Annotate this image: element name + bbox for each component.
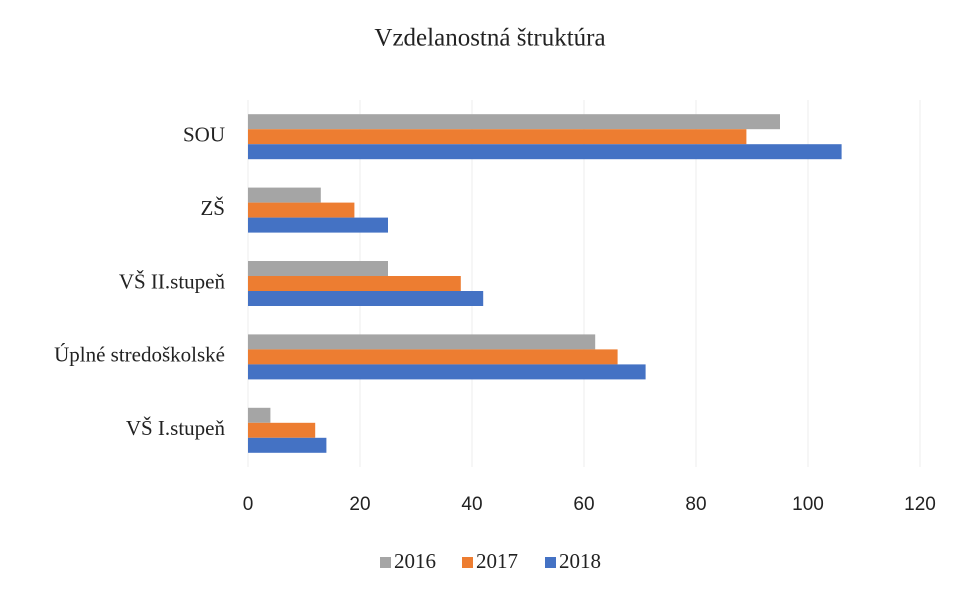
y-tick-label: SOU [183, 123, 225, 147]
x-tick-label: 120 [904, 494, 936, 515]
legend-label: 2017 [476, 549, 518, 573]
legend-swatch [380, 557, 391, 568]
x-tick-label: 80 [685, 494, 706, 515]
bar [248, 422, 316, 438]
x-tick-label: 0 [243, 494, 254, 515]
bar [248, 349, 618, 365]
chart-title: Vzdelanostná štruktúra [374, 25, 605, 52]
y-tick-label: ZŠ [200, 196, 225, 220]
bar [248, 129, 747, 145]
bar [248, 202, 355, 218]
legend-swatch [462, 557, 473, 568]
x-tick-label: 60 [573, 494, 594, 515]
bar [248, 217, 388, 233]
bar [248, 291, 484, 306]
bar [248, 114, 780, 130]
legend-swatch [545, 557, 556, 568]
bar [248, 261, 388, 276]
x-tick-label: 20 [349, 494, 370, 515]
bar [248, 437, 327, 453]
bar [248, 187, 321, 203]
bar [248, 364, 646, 380]
legend-label: 2018 [559, 549, 601, 573]
bar [248, 144, 842, 160]
x-tick-label: 40 [461, 494, 482, 515]
y-tick-label: VŠ II.stupeň [119, 269, 226, 293]
bar [248, 276, 461, 291]
y-tick-label: Úplné stredoškolské [54, 343, 225, 367]
bar [248, 334, 596, 350]
bar [248, 407, 271, 423]
legend-label: 2016 [394, 549, 436, 573]
x-tick-label: 100 [792, 494, 824, 515]
y-tick-label: VŠ I.stupeň [126, 416, 226, 440]
